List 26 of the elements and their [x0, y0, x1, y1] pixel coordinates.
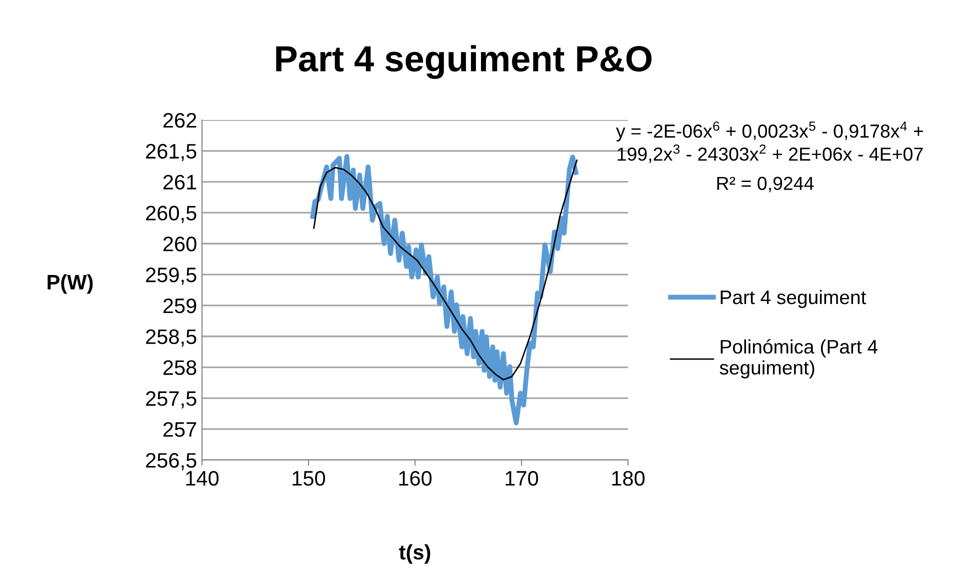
line-series [310, 154, 578, 426]
text: R² = 0,9244 [717, 176, 814, 192]
y-tick-label: 261,5 [146, 144, 196, 162]
y-axis-title: P(W) [48, 274, 93, 294]
x-tick-label: 180 [612, 470, 645, 486]
y-tick-label: 259,5 [146, 268, 196, 285]
chart-title: Part 4 seguiment P&O [276, 45, 652, 79]
y-tick-label: 260,5 [146, 206, 196, 223]
y-tick-label: 256,5 [146, 453, 196, 470]
x-tick-label: 160 [399, 470, 432, 486]
legend-label: Part 4 seguiment [720, 290, 866, 308]
x-tick-label: 140 [186, 470, 219, 486]
y-tick-label: 257,5 [146, 391, 196, 408]
y-tick-label: 258 [163, 360, 196, 376]
y-tick-label: 262 [163, 113, 196, 128]
y-tick-label: 259 [163, 298, 196, 314]
legend-label: Polinómica (Part 4 seguiment) [720, 339, 878, 378]
line-series [313, 159, 578, 380]
y-tick-label: 258,5 [146, 329, 196, 347]
text: y = -2E-06x$^{6}$ + 0,0023x$^{5}$ - 0,9178x$^{4}$ + 199,2x$^{3}$ - 24303x$^{2}$ + 2E+06x - 4E+07 [616, 121, 923, 163]
x-axis-title: t(s) [399, 544, 430, 564]
y-tick-label: 260 [163, 236, 196, 252]
x-tick-label: 150 [292, 470, 326, 486]
x-tick-label: 170 [506, 470, 538, 486]
y-tick-label: 257 [163, 422, 196, 437]
y-tick-label: 261 [163, 174, 196, 190]
